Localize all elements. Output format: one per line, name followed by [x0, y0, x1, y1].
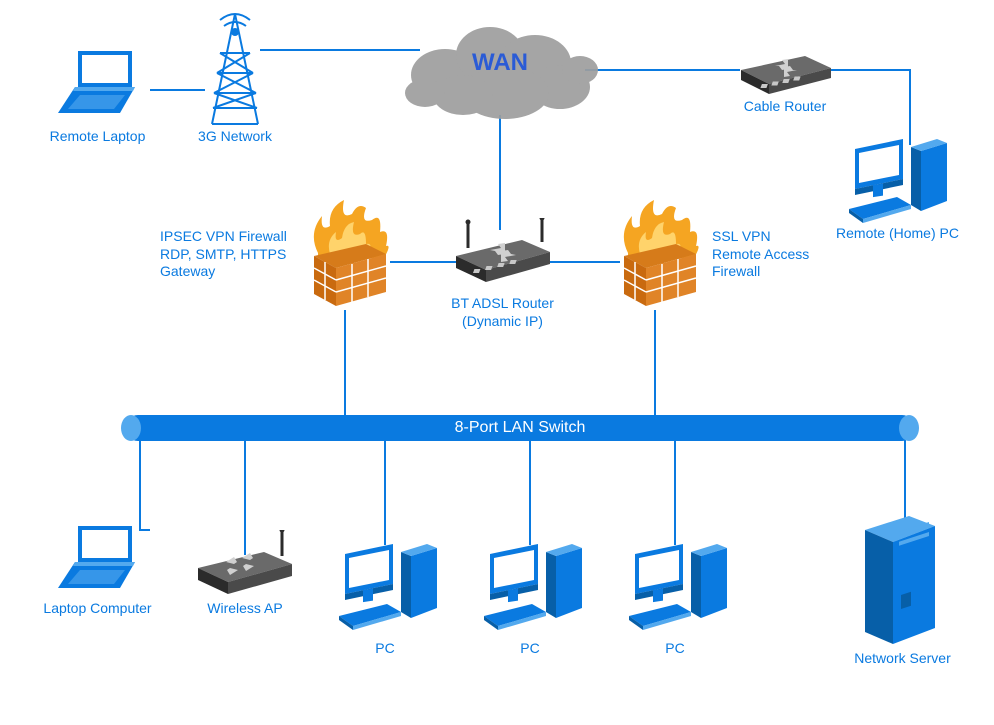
remote-pc-icon [845, 135, 955, 225]
pc1-icon [335, 540, 445, 635]
pc3-icon [625, 540, 735, 635]
pc1-label: PC [360, 640, 410, 658]
wireless-ap-label: Wireless AP [195, 600, 295, 618]
firewall-left-label: IPSEC VPN Firewall RDP, SMTP, HTTPS Gate… [160, 228, 305, 281]
cable-router-label: Cable Router [735, 98, 835, 116]
tower-icon [200, 8, 270, 128]
cable-router-icon [735, 48, 835, 98]
adsl-router-label: BT ADSL Router (Dynamic IP) [435, 295, 570, 330]
laptop-icon [50, 45, 145, 120]
wan-label: WAN [455, 48, 545, 78]
server-label: Network Server [840, 650, 965, 668]
pc2-icon [480, 540, 590, 635]
wireless-ap-icon [190, 530, 300, 600]
server-icon [855, 510, 945, 650]
adsl-router-icon [448, 218, 558, 288]
pc2-label: PC [505, 640, 555, 658]
firewall-right-icon [610, 198, 705, 313]
firewall-left-icon [300, 198, 395, 313]
threeg-label: 3G Network [185, 128, 285, 146]
laptop2-icon [50, 520, 145, 595]
remote-pc-label: Remote (Home) PC [820, 225, 975, 243]
remote-laptop-label: Remote Laptop [40, 128, 155, 146]
firewall-right-label: SSL VPN Remote Access Firewall [712, 228, 842, 281]
pc3-label: PC [650, 640, 700, 658]
laptop-label: Laptop Computer [35, 600, 160, 618]
lan-switch-label: 8-Port LAN Switch [125, 419, 915, 437]
